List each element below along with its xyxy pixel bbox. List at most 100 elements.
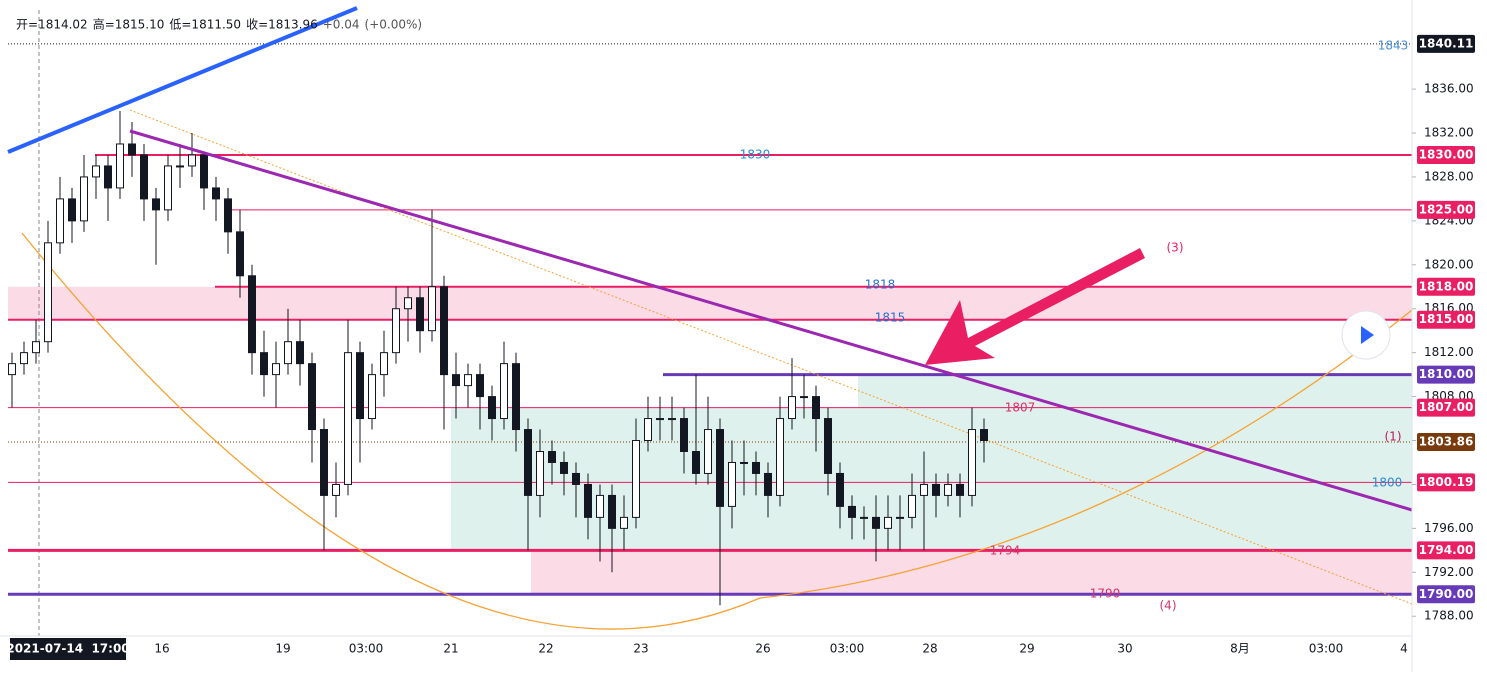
candle-body (908, 494, 916, 518)
candle-body (392, 308, 400, 354)
candle-body (44, 242, 52, 343)
candle-body (656, 418, 664, 421)
candle-body (428, 286, 436, 332)
candle-body (632, 440, 640, 518)
candle-body (848, 505, 856, 518)
annotations: 1830 1818 1815 1807 (1) 1800 1794 1790 (4) (3) 184… (740, 39, 1409, 613)
ohlc-value: 开=1814.02 (16, 18, 88, 32)
price-tag (1417, 473, 1475, 492)
y-tick-label: 1828.00 (1424, 169, 1474, 183)
price-tag-label: 1815.00 (1419, 312, 1474, 326)
price-tag (1417, 585, 1475, 604)
candle-body (212, 187, 220, 200)
price-tag-label: 1810.00 (1419, 367, 1474, 381)
candle-body (380, 352, 388, 376)
zone (858, 374, 1412, 551)
candle-body (176, 165, 184, 168)
price-tag (1417, 433, 1475, 452)
zone (531, 550, 1412, 595)
header: 开=1814.02 高=1815.10 低=1811.50 收=1813.96 +0.0… (16, 17, 422, 32)
ohlc-value: +0.04 (323, 18, 360, 32)
candle-body (764, 472, 772, 496)
candle-body (704, 429, 712, 474)
candle-body (332, 483, 340, 496)
candle-body (308, 363, 316, 431)
price-tag-label: 1840.11 (1419, 36, 1474, 50)
candle-body (752, 461, 760, 474)
candle-body (932, 483, 940, 496)
x-tick-label: 30 (1117, 642, 1132, 656)
y-tick-label: 1820.00 (1424, 257, 1474, 271)
candle-body (584, 483, 592, 518)
ohlc-value: (+0.00%) (365, 18, 423, 32)
y-tick-label: 1812.00 (1424, 345, 1474, 359)
annotation: (3) (1167, 241, 1184, 255)
candle-body (440, 286, 448, 376)
annotation: 1815 (875, 311, 906, 325)
candle-body (92, 165, 100, 178)
arrow (925, 248, 1145, 365)
candle-body (404, 297, 412, 310)
price-tag-label: 1830.00 (1419, 147, 1474, 161)
axes: 1788.001792.001796.001800.001804.001808.… (6, 34, 1475, 660)
candle-body (116, 143, 124, 189)
candle-body (128, 143, 136, 156)
x-tick-label: 2021-07-14 17:00 (6, 642, 129, 656)
annotation: (1) (1385, 430, 1402, 444)
candle-body (512, 363, 520, 431)
candle-body (836, 472, 844, 507)
candle-body (344, 352, 352, 485)
x-tick-label: 28 (922, 642, 937, 656)
x-tick-label: 23 (633, 642, 648, 656)
candle-body (944, 483, 952, 496)
price-tag (1417, 310, 1475, 329)
price-tag (1417, 365, 1475, 384)
annotation: 1807 (1005, 401, 1036, 415)
x-tick-label: 03:00 (830, 642, 865, 656)
candle-body (368, 374, 376, 420)
candle-body (692, 450, 700, 474)
candle-body (860, 516, 868, 519)
x-tick-label: 16 (154, 642, 169, 656)
candle-body (560, 461, 568, 474)
annotation: 1800 (1372, 476, 1403, 490)
candle-body (548, 450, 556, 463)
candle-body (644, 418, 652, 442)
candle-body (236, 231, 244, 277)
candle-body (680, 418, 688, 452)
zones (8, 286, 1412, 595)
candle-body (56, 198, 64, 244)
candle-body (788, 396, 796, 420)
y-tick-label: 1832.00 (1424, 126, 1474, 140)
candle-body (224, 198, 232, 233)
y-tick-label: 1792.00 (1424, 565, 1474, 579)
x-label-box (10, 638, 126, 660)
candle-body (464, 374, 472, 387)
arc (21, 232, 1413, 630)
x-tick-label: 19 (275, 642, 290, 656)
candle-body (824, 418, 832, 474)
x-tick-label: 03:00 (349, 642, 384, 656)
candle-body (956, 483, 964, 496)
candle-body (572, 472, 580, 485)
annotation: (4) (1160, 599, 1177, 613)
candle-body (536, 450, 544, 496)
candle-body (668, 418, 676, 421)
annotation: 1790 (1090, 587, 1121, 601)
price-tag-label: 1800.19 (1419, 475, 1474, 489)
candle-body (320, 429, 328, 496)
zone (451, 407, 858, 551)
candle-body (920, 483, 928, 496)
annotation: 1794 (990, 544, 1021, 558)
x-tick-label: 4 (1400, 642, 1408, 656)
candle-body (980, 429, 988, 442)
y-tick-label: 1836.00 (1424, 82, 1474, 96)
ohlc-value: 收=1813.96 (246, 18, 318, 32)
candle-body (164, 165, 172, 211)
price-tag-label: 1790.00 (1419, 587, 1474, 601)
x-tick-label: 8月 (1230, 642, 1250, 656)
y-tick-label: 1788.00 (1424, 609, 1474, 623)
candle-body (32, 341, 40, 354)
candle-body (80, 176, 88, 222)
